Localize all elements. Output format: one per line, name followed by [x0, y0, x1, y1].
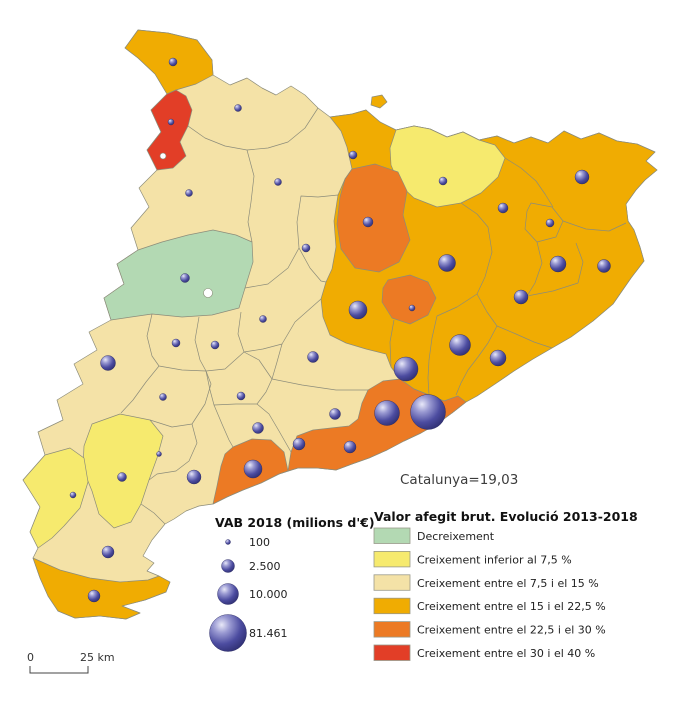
municipal-enclave: [159, 152, 167, 160]
vab-sphere: [393, 356, 419, 382]
color-legend-label: Creixement entre el 15 i el 22,5 %: [417, 600, 606, 613]
scale-bar: 0 25 km: [27, 651, 115, 674]
vab-sphere: [274, 178, 282, 186]
vab-sphere: [186, 469, 202, 485]
vab-sphere: [513, 289, 529, 305]
size-legend-symbol: [209, 614, 247, 652]
vab-sphere: [408, 304, 416, 312]
vab-sphere: [117, 472, 127, 482]
size-legend-label: 10.000: [249, 588, 288, 601]
vab-sphere: [252, 422, 264, 434]
vab-sphere: [497, 202, 509, 214]
color-legend-label: Creixement entre el 22,5 i el 30 %: [417, 624, 606, 637]
color-legend-swatch: [373, 574, 411, 591]
vab-sphere: [348, 300, 368, 320]
comarca-region-green: [103, 229, 254, 321]
color-legend-swatch: [373, 527, 411, 544]
size-legend-title: VAB 2018 (milions d'€): [215, 515, 375, 530]
vab-sphere: [329, 408, 341, 420]
size-legend-symbol: [221, 559, 235, 573]
color-legend-swatch: [373, 644, 411, 661]
color-legend-label: Creixement inferior al 7,5 %: [417, 553, 572, 566]
vab-sphere: [101, 545, 115, 559]
vab-sphere: [343, 440, 357, 454]
size-legend-label: 81.461: [249, 627, 288, 640]
comarca-region-orange-center-small: [381, 274, 437, 325]
color-legend-swatch: [373, 621, 411, 638]
color-legend-swatch: [373, 597, 411, 615]
comarca-borders-layer: [120, 107, 627, 525]
vab-sphere: [171, 338, 181, 348]
vab-sphere: [180, 273, 190, 283]
comarca-region-amber-enclave: [370, 94, 388, 109]
scale-bar-start-label: 0: [27, 651, 34, 664]
vab-sphere: [168, 57, 178, 67]
vab-sphere: [410, 394, 446, 430]
municipal-enclave: [203, 288, 213, 298]
scale-bar-line: [29, 666, 89, 674]
color-legend-title: Valor afegit brut. Evolució 2013-2018: [374, 509, 638, 524]
vab-sphere: [234, 104, 242, 112]
vab-sphere: [100, 355, 116, 371]
color-legend: Valor afegit brut. Evolució 2013-2018 De…: [373, 509, 638, 661]
vab-sphere: [489, 349, 507, 367]
scale-bar-end-label: 25 km: [80, 651, 115, 664]
vab-sphere: [574, 169, 590, 185]
size-legend: VAB 2018 (milions d'€) 100 2.500 10.000 81.…: [209, 515, 375, 652]
vab-sphere: [210, 340, 220, 350]
vab-sphere: [362, 216, 374, 228]
vab-sphere: [545, 218, 555, 228]
vab-sphere: [449, 334, 471, 356]
vab-sphere: [307, 351, 319, 363]
vab-sphere: [236, 391, 246, 401]
color-legend-label: Creixement entre el 7,5 i el 15 %: [417, 577, 599, 590]
comarca-region-orange-center-north: [336, 163, 411, 273]
vab-sphere: [549, 255, 567, 273]
catalunya-value-annotation: Catalunya=19,03: [400, 472, 518, 488]
size-legend-symbol: [225, 539, 231, 545]
vab-sphere: [185, 189, 193, 197]
color-legend-label: Decreixement: [417, 530, 495, 543]
vab-sphere: [301, 243, 311, 253]
vab-spheres-layer: [69, 57, 611, 603]
size-legend-label: 100: [249, 536, 270, 549]
vab-sphere: [69, 491, 77, 499]
vab-sphere: [167, 118, 175, 126]
vab-sphere: [374, 400, 400, 426]
vab-sphere: [243, 459, 263, 479]
comarca-regions-layer: [22, 29, 658, 620]
vab-sphere: [156, 451, 162, 457]
vab-sphere: [597, 259, 611, 273]
vab-sphere: [159, 393, 167, 401]
comarca-region-red: [146, 89, 193, 171]
vab-sphere: [438, 176, 448, 186]
comarca-region-yellow-southwest-2: [22, 447, 89, 549]
size-legend-symbol: [217, 583, 239, 605]
vab-sphere: [292, 437, 306, 451]
vab-sphere: [259, 315, 267, 323]
size-legend-label: 2.500: [249, 560, 281, 573]
vab-sphere: [87, 589, 101, 603]
color-legend-swatch: [373, 551, 411, 568]
color-legend-label: Creixement entre el 30 i el 40 %: [417, 647, 595, 660]
vab-sphere: [348, 150, 358, 160]
vab-sphere: [438, 254, 456, 272]
comarca-region-amber-delta: [32, 557, 171, 620]
